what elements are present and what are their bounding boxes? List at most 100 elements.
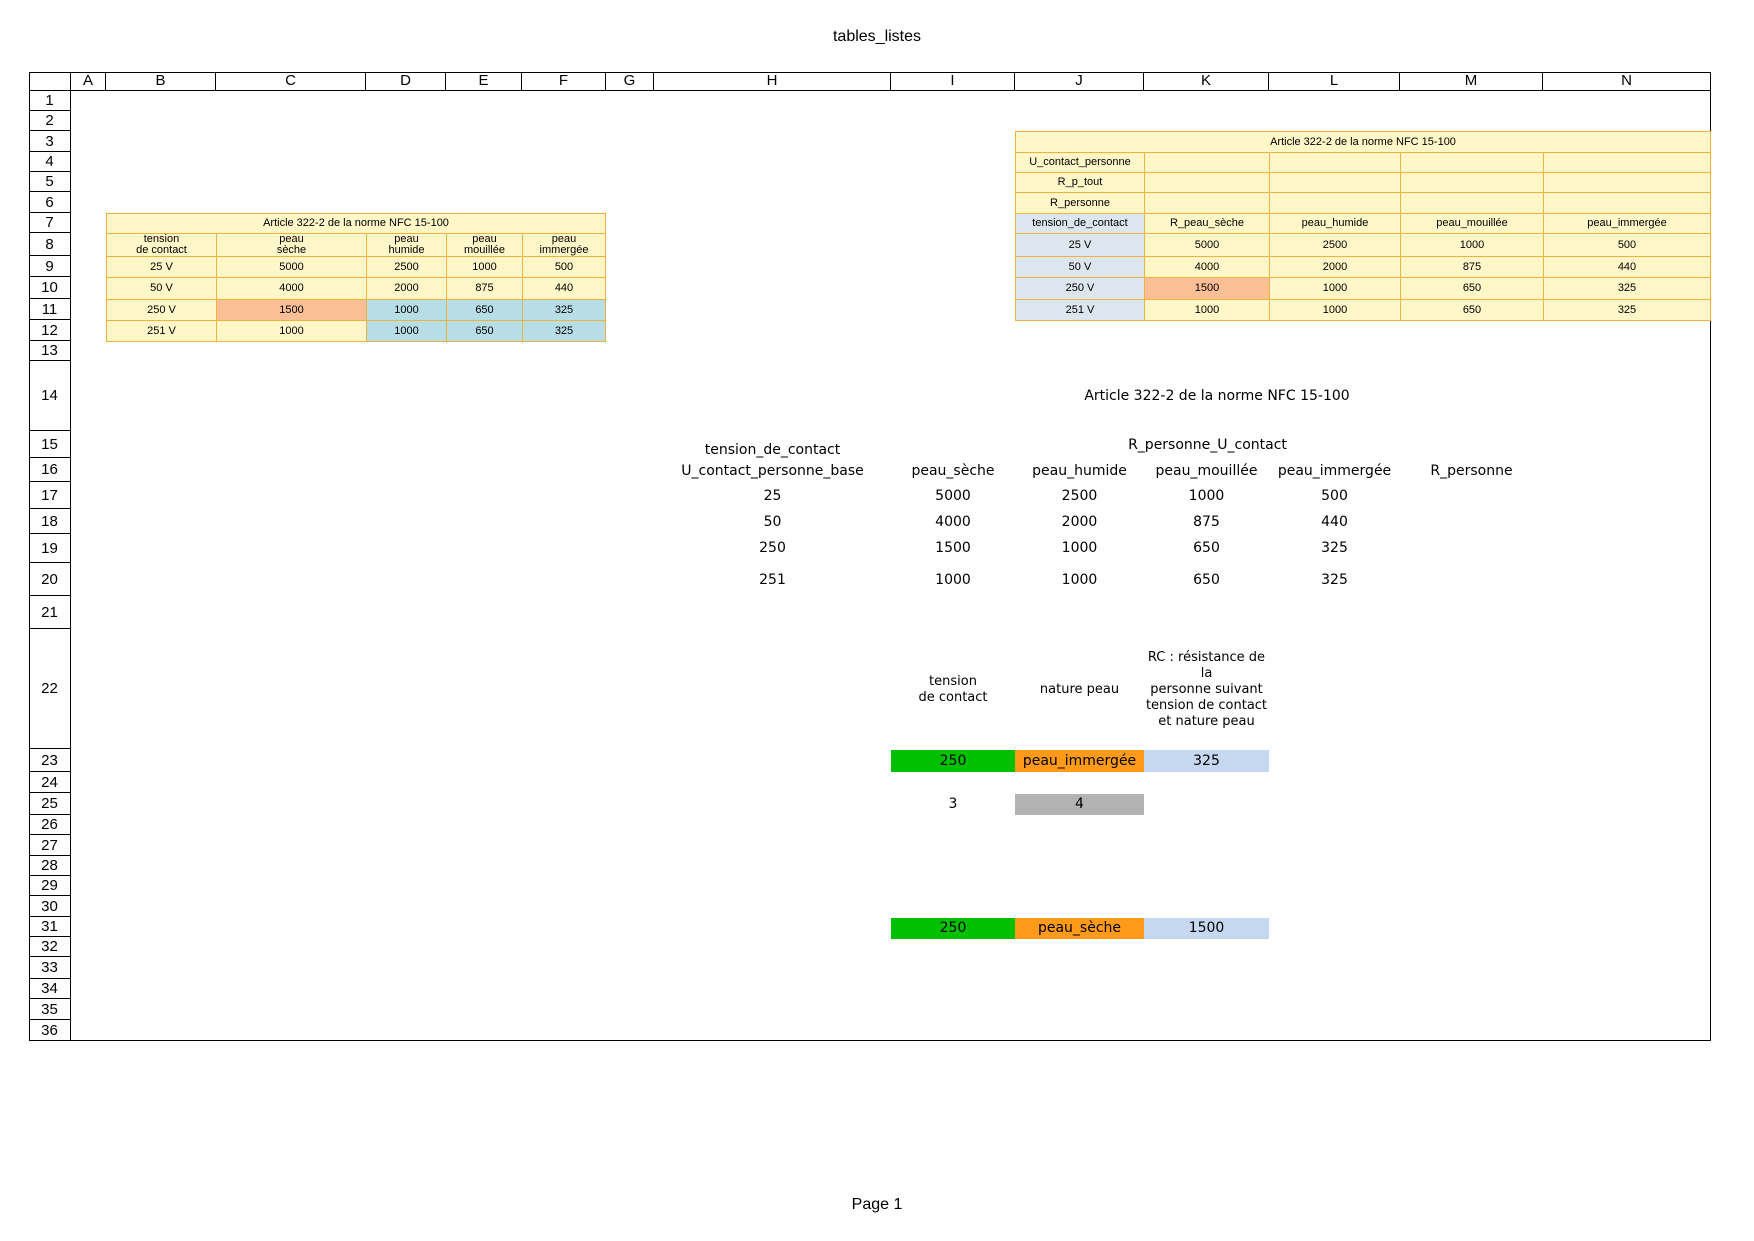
- table1-cell[interactable]: 25 V: [106, 256, 217, 278]
- table2-cell[interactable]: 250 V: [1015, 277, 1145, 300]
- lookup-header-rc[interactable]: RC : résistance de la personne suivant t…: [1145, 650, 1268, 729]
- table3-title[interactable]: Article 322-2 de la norme NFC 15-100: [1084, 387, 1350, 404]
- row-header-9[interactable]: 9: [29, 256, 71, 277]
- table2-label-r-personne[interactable]: R_personne: [1015, 192, 1145, 214]
- table1-header-tension[interactable]: tension de contact: [106, 233, 217, 257]
- table2-cell[interactable]: 2500: [1269, 233, 1401, 257]
- table1-cell-highlight[interactable]: 1500: [216, 299, 367, 321]
- row-header-35[interactable]: 35: [29, 999, 71, 1020]
- col-header-a[interactable]: A: [71, 72, 106, 91]
- lookup2-result[interactable]: 1500: [1144, 918, 1269, 939]
- table3-tension-header[interactable]: tension_de_contact: [704, 441, 841, 458]
- lookup2-peau-select[interactable]: peau_sèche: [1015, 918, 1144, 939]
- table2-cell[interactable]: 50 V: [1015, 256, 1145, 278]
- col-header-j[interactable]: J: [1015, 72, 1144, 91]
- corner-cell[interactable]: [29, 72, 71, 91]
- lookup-header-nature-peau[interactable]: nature peau: [1039, 682, 1120, 697]
- table1-cell[interactable]: 50 V: [106, 277, 217, 300]
- table3-cell[interactable]: 2000: [1061, 513, 1098, 530]
- table1-cell[interactable]: 1000: [366, 320, 447, 342]
- row-header-2[interactable]: 2: [29, 111, 71, 131]
- row-header-3[interactable]: 3: [29, 131, 71, 152]
- table3-header-peau-humide[interactable]: peau_humide: [1032, 462, 1127, 479]
- col-header-i[interactable]: I: [891, 72, 1015, 91]
- row-header-25[interactable]: 25: [29, 793, 71, 815]
- col-header-b[interactable]: B: [106, 72, 216, 91]
- table2-label-r-p-tout[interactable]: R_p_tout: [1015, 172, 1145, 193]
- table3-cell[interactable]: 325: [1321, 571, 1348, 588]
- col-header-l[interactable]: L: [1269, 72, 1400, 91]
- table2-cell[interactable]: 1000: [1400, 233, 1544, 257]
- table1-cell[interactable]: 1000: [446, 256, 523, 278]
- col-header-c[interactable]: C: [216, 72, 366, 91]
- table2-header-peau-mouillee[interactable]: peau_mouillée: [1400, 213, 1544, 234]
- table2-cell[interactable]: 4000: [1144, 256, 1270, 278]
- table2-label-u-contact[interactable]: U_contact_personne: [1015, 152, 1145, 173]
- row-header-12[interactable]: 12: [29, 320, 71, 341]
- col-header-e[interactable]: E: [446, 72, 522, 91]
- row-header-34[interactable]: 34: [29, 979, 71, 999]
- table3-cell[interactable]: 4000: [935, 513, 971, 530]
- table3-cell[interactable]: 1000: [935, 571, 971, 588]
- table3-cell[interactable]: 1000: [1061, 539, 1098, 556]
- table3-header-peau-immergee[interactable]: peau_immergée: [1277, 462, 1392, 479]
- table1-header-peau-humide[interactable]: peau humide: [366, 233, 447, 257]
- table3-cell[interactable]: 250: [759, 539, 786, 556]
- table1-cell[interactable]: 440: [522, 277, 606, 300]
- table2-empty-cell[interactable]: [1269, 192, 1401, 214]
- table3-cell[interactable]: 440: [1321, 513, 1348, 530]
- table2-empty-cell[interactable]: [1144, 172, 1270, 193]
- table2-cell[interactable]: 650: [1400, 277, 1544, 300]
- table2-header-tension[interactable]: tension_de_contact: [1015, 213, 1145, 234]
- table2-title[interactable]: Article 322-2 de la norme NFC 15-100: [1015, 131, 1711, 153]
- row-header-14[interactable]: 14: [29, 361, 71, 431]
- col-header-g[interactable]: G: [606, 72, 654, 91]
- table3-header-r-personne[interactable]: R_personne: [1430, 462, 1513, 479]
- row-header-33[interactable]: 33: [29, 957, 71, 979]
- table2-empty-cell[interactable]: [1269, 172, 1401, 193]
- row-header-18[interactable]: 18: [29, 509, 71, 534]
- table3-cell[interactable]: 650: [1193, 571, 1220, 588]
- row-header-6[interactable]: 6: [29, 192, 71, 213]
- row-header-19[interactable]: 19: [29, 534, 71, 563]
- table1-cell[interactable]: 2000: [366, 277, 447, 300]
- table2-header-peau-humide[interactable]: peau_humide: [1269, 213, 1401, 234]
- table1-header-peau-mouillee[interactable]: peau mouillée: [446, 233, 523, 257]
- table2-cell[interactable]: 251 V: [1015, 299, 1145, 321]
- table1-cell[interactable]: 875: [446, 277, 523, 300]
- table3-cell[interactable]: 875: [1193, 513, 1220, 530]
- table2-cell[interactable]: 875: [1400, 256, 1544, 278]
- table3-cell[interactable]: 5000: [935, 487, 971, 504]
- row-header-1[interactable]: 1: [29, 91, 71, 111]
- table3-cell[interactable]: 251: [759, 571, 786, 588]
- table1-cell[interactable]: 4000: [216, 277, 367, 300]
- table3-header-peau-mouillee[interactable]: peau_mouillée: [1155, 462, 1258, 479]
- table2-cell-highlight[interactable]: 1500: [1144, 277, 1270, 300]
- lookup2-tension-input[interactable]: 250: [891, 918, 1015, 939]
- table3-header-u-contact[interactable]: U_contact_personne_base: [681, 462, 864, 479]
- table2-empty-cell[interactable]: [1144, 152, 1270, 173]
- table2-cell[interactable]: 5000: [1144, 233, 1270, 257]
- table2-cell[interactable]: 2000: [1269, 256, 1401, 278]
- lookup-tension-input[interactable]: 250: [891, 750, 1015, 772]
- row-header-21[interactable]: 21: [29, 596, 71, 629]
- table3-cell[interactable]: 325: [1321, 539, 1348, 556]
- table2-cell[interactable]: 325: [1543, 299, 1711, 321]
- table2-empty-cell[interactable]: [1543, 152, 1711, 173]
- table1-cell[interactable]: 325: [522, 299, 606, 321]
- table1-header-peau-seche[interactable]: peau sèche: [216, 233, 367, 257]
- table3-cell[interactable]: 500: [1321, 487, 1348, 504]
- lookup-result[interactable]: 325: [1144, 750, 1269, 772]
- table1-header-peau-immergee[interactable]: peau immergée: [522, 233, 606, 257]
- table2-cell[interactable]: 1000: [1269, 277, 1401, 300]
- table2-empty-cell[interactable]: [1543, 192, 1711, 214]
- row-header-29[interactable]: 29: [29, 876, 71, 896]
- table3-group-header[interactable]: R_personne_U_contact: [1128, 436, 1287, 453]
- row-header-5[interactable]: 5: [29, 172, 71, 192]
- col-header-n[interactable]: N: [1543, 72, 1711, 91]
- table2-empty-cell[interactable]: [1400, 152, 1544, 173]
- row-header-23[interactable]: 23: [29, 749, 71, 772]
- col-header-h[interactable]: H: [654, 72, 891, 91]
- row-header-36[interactable]: 36: [29, 1020, 71, 1041]
- table1-cell[interactable]: 250 V: [106, 299, 217, 321]
